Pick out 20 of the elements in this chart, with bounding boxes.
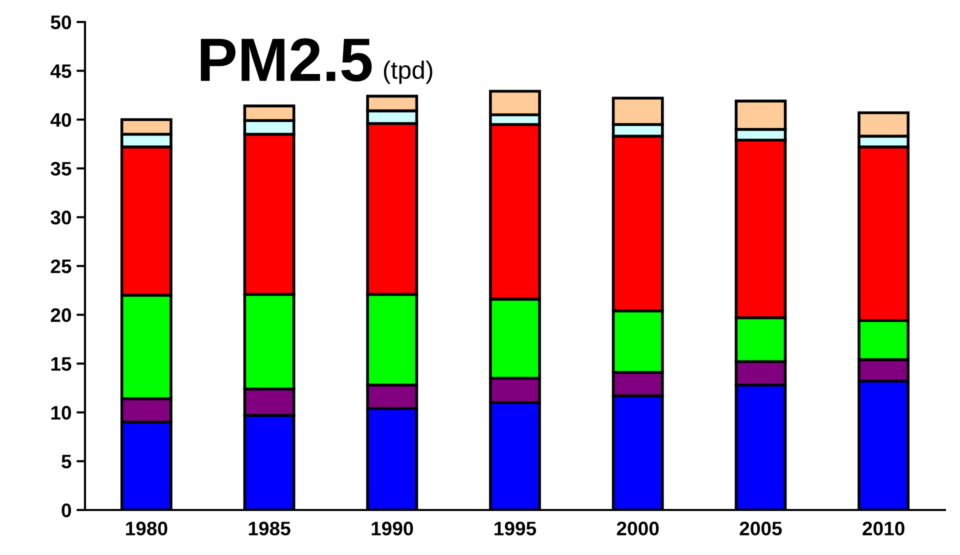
y-tick-label: 0 [62, 503, 72, 518]
y-tick-label: 35 [50, 162, 72, 176]
text: (tpd) [384, 60, 432, 84]
x-tick-label: 2000 [616, 522, 659, 536]
y-tick-label: 40 [50, 113, 72, 127]
x-tick-label: 1990 [372, 522, 413, 536]
chart-title: PM2.5 [200, 38, 372, 82]
y-tick-label: 20 [50, 308, 72, 322]
y-tick-label: 45 [50, 64, 72, 78]
x-tick-label: 2005 [740, 522, 782, 536]
y-tick-label: 50 [50, 15, 72, 30]
x-tick-label: 1995 [494, 522, 536, 536]
y-tick-label: 30 [50, 210, 72, 224]
x-tick-label: 2010 [862, 522, 904, 536]
y-tick-label: 25 [50, 259, 72, 274]
y-tick-label: 15 [51, 357, 72, 371]
x-tick-label: 1985 [248, 522, 290, 536]
y-tick-label: 10 [51, 406, 72, 420]
x-tick-label: 1980 [126, 522, 168, 536]
y-tick-label: 5 [62, 454, 72, 468]
